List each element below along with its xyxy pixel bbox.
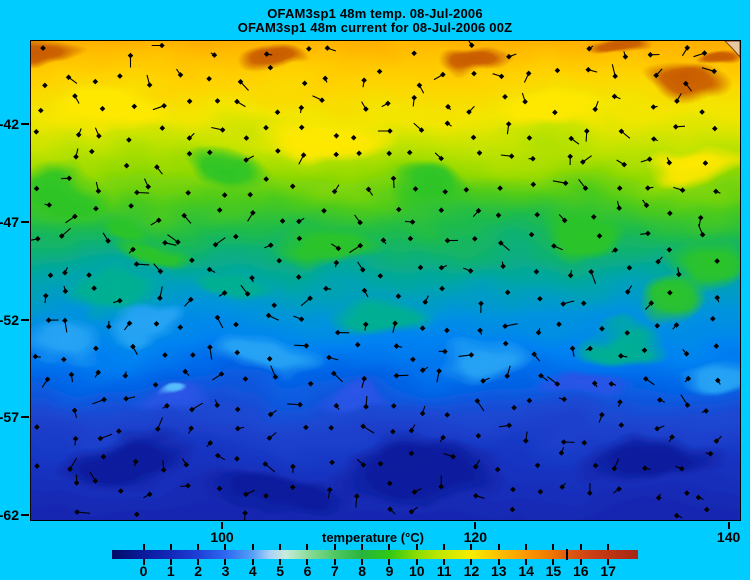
colorbar-tick-bottom	[525, 559, 528, 565]
colorbar-tick-label: 12	[463, 563, 480, 579]
colorbar-tick-top	[169, 544, 172, 550]
colorbar-label: temperature (°C)	[322, 530, 424, 545]
colorbar-tick-top	[497, 544, 500, 550]
colorbar-tick-top	[579, 544, 582, 550]
colorbar-tick-label: 16	[572, 563, 589, 579]
y-axis-label: -47	[0, 213, 19, 230]
colorbar-tick-top	[197, 544, 200, 550]
temperature-map	[30, 40, 741, 521]
y-axis-tick	[21, 514, 29, 517]
y-axis-label: -57	[0, 409, 19, 426]
colorbar	[112, 550, 638, 559]
colorbar-tick-label: 15	[545, 563, 562, 579]
colorbar-tick-top	[470, 544, 473, 550]
colorbar-tick-bottom	[197, 559, 200, 565]
colorbar-tick-label: 10	[409, 563, 425, 579]
x-axis-label: 120	[463, 529, 487, 545]
colorbar-tick-bottom	[251, 559, 254, 565]
colorbar-tick-label: 3	[221, 563, 230, 579]
x-axis-label: 140	[716, 529, 741, 545]
colorbar-tick-label: 13	[490, 563, 507, 579]
colorbar-tick-label: 2	[194, 563, 203, 579]
colorbar-tick-top	[388, 544, 391, 550]
colorbar-tick-label: 4	[248, 563, 257, 579]
y-axis-tick	[21, 123, 29, 125]
colorbar-tick-label: 8	[358, 563, 367, 579]
x-axis-label: 100	[210, 529, 234, 545]
colorbar-tick-label: 9	[385, 563, 394, 579]
colorbar-tick-bottom	[361, 559, 364, 565]
colorbar-tick-bottom	[579, 559, 582, 565]
colorbar-tick-top	[333, 544, 336, 550]
colorbar-tick-bottom	[388, 559, 391, 565]
colorbar-tick-top	[443, 544, 446, 550]
colorbar-tick-label: 17	[600, 563, 616, 579]
y-axis-label: -62	[0, 507, 19, 524]
x-axis-tick	[474, 522, 477, 529]
colorbar-tick-top	[552, 544, 555, 550]
colorbar-tick-top	[142, 544, 145, 550]
x-axis-tick	[221, 522, 223, 529]
colorbar-tick-top	[251, 544, 254, 550]
y-axis-label: -52	[0, 311, 19, 328]
colorbar-tick-label: 6	[303, 563, 312, 579]
temperature-field-image	[31, 41, 740, 520]
colorbar-tick-bottom	[552, 559, 555, 565]
colorbar-tick-bottom	[333, 559, 336, 565]
plot-subtitle: OFAM3sp1 48m current for 08-Jul-2006 00Z	[237, 20, 513, 35]
colorbar-tick-bottom	[169, 559, 172, 565]
colorbar-tick-top	[415, 544, 418, 550]
colorbar-tick-bottom	[443, 559, 446, 565]
colorbar-tick-top	[525, 544, 528, 550]
colorbar-tick-label: 1	[166, 563, 175, 579]
y-axis-tick	[21, 318, 29, 321]
y-axis-label: -42	[0, 116, 19, 132]
colorbar-tick-top	[361, 544, 364, 550]
land-patch	[724, 41, 740, 58]
colorbar-tick-bottom	[224, 559, 227, 565]
colorbar-tick-label: 0	[139, 563, 148, 579]
colorbar-tick-top	[306, 544, 309, 550]
colorbar-tick-bottom	[142, 559, 145, 565]
colorbar-tick-bottom	[607, 559, 610, 565]
colorbar-tick-label: 14	[518, 563, 534, 579]
colorbar-tick-bottom	[279, 559, 282, 565]
colorbar-marker-line	[566, 549, 569, 560]
colorbar-tick-bottom	[470, 559, 473, 565]
y-axis-tick	[21, 220, 29, 223]
colorbar-tick-top	[607, 544, 610, 550]
colorbar-tick-label: 11	[436, 563, 452, 579]
colorbar-tick-top	[224, 544, 227, 550]
plot-title: OFAM3sp1 48m temp. 08-Jul-2006	[267, 6, 483, 21]
colorbar-tick-label: 5	[276, 563, 285, 579]
colorbar-tick-bottom	[415, 559, 418, 565]
colorbar-tick-bottom	[306, 559, 309, 565]
colorbar-tick-top	[279, 544, 282, 550]
y-axis-tick	[21, 416, 29, 419]
colorbar-tick-label: 7	[330, 563, 339, 579]
x-axis-tick	[727, 522, 730, 529]
colorbar-tick-bottom	[497, 559, 500, 565]
